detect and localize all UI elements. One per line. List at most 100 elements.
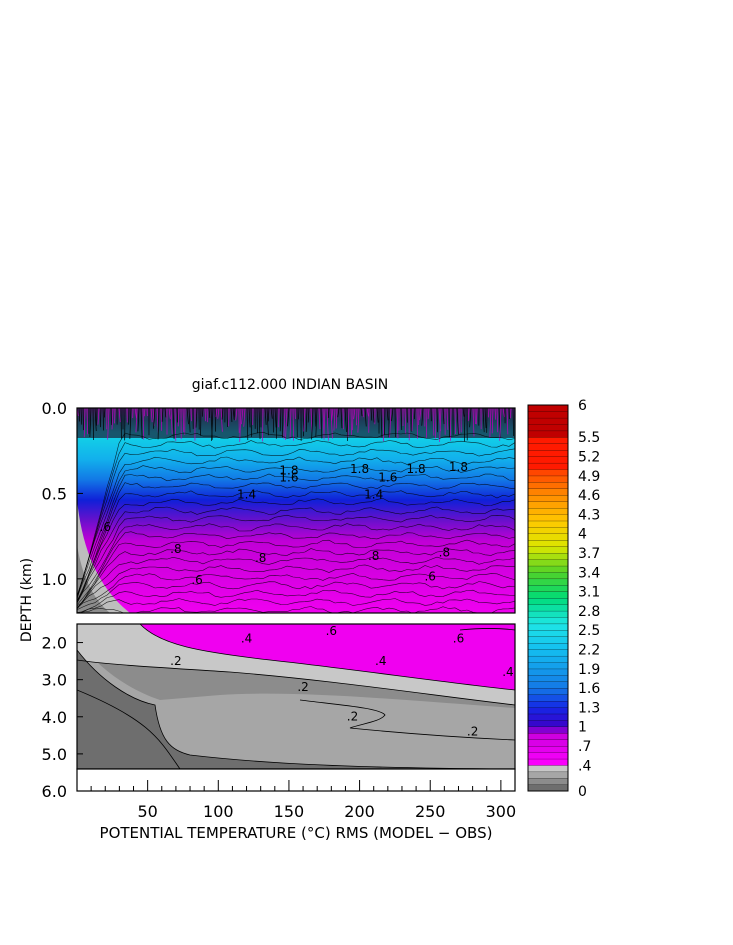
colorbar-labels: 6 5.5 5.2 4.9 4.6 4.3 4 3.7 3.4 3.1 2.8 2.5 2.2 1.9 1.… (578, 398, 600, 800)
x-tick-label: 150 (274, 802, 305, 821)
noise-line (360, 408, 363, 417)
colorbar-swatch (527, 720, 569, 727)
x-tick-label: 200 (344, 802, 375, 821)
colorbar-swatch (527, 630, 569, 637)
colorbar-swatch (527, 552, 569, 560)
noise-line (168, 408, 171, 419)
colorbar-swatch (527, 494, 569, 502)
noise-line (92, 408, 94, 441)
noise-line (94, 408, 97, 432)
contour-label: .8 (170, 542, 181, 556)
y-tick-label: 0.5 (42, 484, 67, 503)
noise-line (107, 408, 110, 440)
colorbar-swatch (527, 681, 569, 689)
noise-line (82, 408, 84, 431)
noise-line (323, 408, 326, 435)
colorbar-swatch (527, 430, 569, 438)
lower-dark-gray-region (77, 650, 515, 769)
colorbar-label: 3.7 (578, 546, 600, 562)
noise-line (164, 408, 167, 418)
colorbar-swatch (527, 565, 569, 573)
colorbar-label: 4.3 (578, 507, 600, 523)
contour-line (79, 598, 515, 613)
noise-line (370, 408, 373, 421)
contour-label: .6 (453, 632, 464, 646)
colorbar-label: 6 (578, 398, 587, 414)
colorbar-label: .7 (578, 739, 591, 755)
colorbar-swatch (527, 675, 569, 682)
noise-line (118, 408, 121, 423)
noise-line (404, 408, 407, 435)
noise-line (292, 408, 294, 441)
noise-line (211, 408, 214, 441)
noise-line (510, 408, 512, 419)
colorbar-swatch (527, 713, 569, 721)
noise-line (489, 408, 492, 438)
noise-line (310, 408, 313, 433)
contour-label: 1.6 (279, 470, 298, 484)
noise-line (442, 408, 445, 425)
noise-line (221, 408, 224, 420)
colorbar-swatch (527, 514, 569, 522)
colorbar-swatch (527, 604, 569, 612)
noise-line (439, 408, 442, 442)
colorbar-swatch (527, 437, 569, 444)
noise-line (80, 408, 83, 425)
colorbar-swatch (527, 655, 569, 663)
noise-line (411, 408, 414, 431)
noise-line (484, 408, 487, 429)
contour-line (77, 482, 515, 602)
contour-label: .6 (191, 573, 202, 587)
colorbar-swatch (527, 546, 569, 554)
colorbar-swatch (527, 417, 569, 425)
colorbar-swatch (527, 636, 569, 644)
noise-line (396, 408, 399, 439)
contour-label: .4 (375, 654, 386, 668)
noise-line (315, 408, 318, 437)
noise-line (233, 408, 236, 420)
noise-line (340, 408, 343, 429)
colorbar-label: 1 (578, 720, 587, 736)
colorbar-swatch (527, 411, 569, 419)
noise-line (272, 408, 274, 433)
contour-line (459, 628, 515, 631)
colorbar-swatch (527, 745, 569, 753)
noise-line (202, 408, 204, 417)
contour-line (77, 514, 515, 601)
colorbar-swatch (527, 668, 569, 676)
noise-line (307, 408, 310, 423)
colorbar-swatch (527, 501, 569, 509)
upper-contour-lines (77, 431, 515, 613)
noise-line (266, 408, 269, 436)
contour-label: .8 (368, 549, 379, 563)
colorbar-swatch (527, 424, 569, 432)
colorbar-swatch (527, 662, 569, 670)
noise-line (389, 408, 392, 438)
y-axis-ticks-lower: 2.0 3.0 4.0 5.0 6.0 (42, 634, 83, 801)
upper-panel-frame (76, 407, 516, 614)
x-axis-label: POTENTIAL TEMPERATURE (°C) RMS (MODEL − … (100, 824, 493, 842)
noise-line (258, 408, 261, 440)
colorbar-swatch (527, 649, 569, 657)
colorbar-label: 2.8 (578, 604, 600, 620)
y-tick-label: 4.0 (42, 708, 67, 727)
noise-line (274, 408, 277, 428)
upper-dark-gray-corner (77, 545, 110, 613)
contour-line (77, 572, 515, 609)
contour-line (77, 456, 515, 597)
contour-label: 1.4 (237, 488, 256, 502)
lower-panel (77, 624, 515, 769)
noise-line (456, 408, 459, 435)
contour-line (77, 659, 515, 706)
colorbar-swatch (527, 778, 569, 785)
contour-line (77, 523, 515, 604)
noise-line (347, 408, 350, 437)
noise-line (287, 408, 290, 427)
contour-line (139, 624, 515, 691)
noise-line (161, 408, 164, 422)
colorbar-swatch (527, 707, 569, 715)
noise-line (364, 408, 367, 427)
noise-line (150, 408, 153, 423)
noise-line (214, 408, 217, 432)
noise-line (289, 408, 292, 440)
